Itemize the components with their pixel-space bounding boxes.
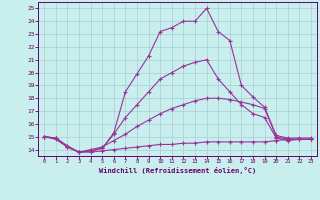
X-axis label: Windchill (Refroidissement éolien,°C): Windchill (Refroidissement éolien,°C)	[99, 167, 256, 174]
